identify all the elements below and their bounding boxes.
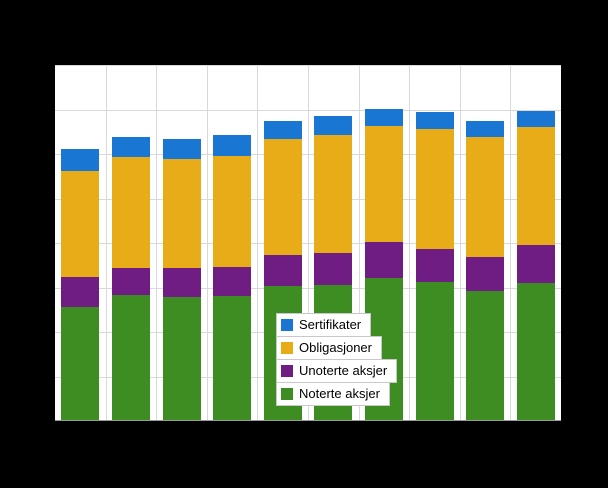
- bar-segment-obligasjoner: [466, 136, 504, 258]
- bar-segment-obligasjoner: [264, 139, 302, 255]
- legend-label: Obligasjoner: [299, 340, 372, 355]
- bar-segment-noterte-aksjer: [213, 295, 251, 420]
- bar-segment-unoterte-aksjer: [264, 254, 302, 286]
- legend-label: Sertifikater: [299, 317, 362, 332]
- bar-segment-noterte-aksjer: [61, 306, 99, 421]
- legend-swatch-icon: [281, 365, 293, 377]
- gridline-vertical: [308, 65, 309, 421]
- bar-segment-obligasjoner: [314, 134, 352, 253]
- bar-segment-unoterte-aksjer: [112, 267, 150, 295]
- bar-segment-noterte-aksjer: [163, 296, 201, 420]
- bar-segment-unoterte-aksjer: [314, 252, 352, 285]
- stacked-bar: [416, 112, 454, 421]
- bar-segment-noterte-aksjer: [517, 282, 555, 420]
- bar-segment-noterte-aksjer: [112, 294, 150, 421]
- stacked-bar: [213, 135, 251, 420]
- legend-swatch-icon: [281, 319, 293, 331]
- bar-segment-obligasjoner: [112, 157, 150, 268]
- gridline-vertical: [207, 65, 208, 421]
- legend-item-obligasjoner: Obligasjoner: [276, 336, 382, 360]
- legend-item-noterte-aksjer: Noterte aksjer: [276, 382, 390, 406]
- bar-segment-sertifikater: [213, 135, 251, 157]
- bar-segment-unoterte-aksjer: [213, 266, 251, 296]
- bar-segment-sertifikater: [517, 111, 555, 128]
- bar-segment-sertifikater: [61, 149, 99, 172]
- gridline-vertical: [510, 65, 511, 421]
- bar-segment-unoterte-aksjer: [517, 244, 555, 283]
- x-axis-line: [55, 420, 561, 421]
- legend: Sertifikater Obligasjoner Unoterte aksjer N…: [276, 313, 398, 406]
- bar-segment-noterte-aksjer: [416, 281, 454, 421]
- gridline-vertical: [409, 65, 410, 421]
- bar-segment-unoterte-aksjer: [163, 267, 201, 297]
- legend-item-sertifikater: Sertifikater: [276, 313, 372, 337]
- legend-label: Unoterte aksjer: [299, 363, 388, 378]
- bar-segment-obligasjoner: [517, 127, 555, 245]
- bar-segment-sertifikater: [416, 112, 454, 130]
- bar-segment-sertifikater: [163, 139, 201, 160]
- gridline-vertical: [257, 65, 258, 421]
- gridline-vertical: [156, 65, 157, 421]
- bar-segment-unoterte-aksjer: [61, 276, 99, 307]
- bar-segment-obligasjoner: [365, 126, 403, 242]
- bars-layer: [55, 65, 561, 421]
- bar-segment-obligasjoner: [213, 156, 251, 267]
- bar-segment-unoterte-aksjer: [416, 249, 454, 282]
- bar-segment-unoterte-aksjer: [365, 241, 403, 278]
- stacked-bar: [517, 111, 555, 420]
- stacked-bar: [163, 139, 201, 420]
- legend-swatch-icon: [281, 388, 293, 400]
- bar-segment-sertifikater: [112, 137, 150, 158]
- bar-segment-noterte-aksjer: [466, 291, 504, 420]
- bar-segment-sertifikater: [466, 120, 504, 137]
- bar-segment-obligasjoner: [416, 129, 454, 250]
- legend-label: Noterte aksjer: [299, 386, 380, 401]
- gridline-vertical: [106, 65, 107, 421]
- bar-segment-obligasjoner: [163, 159, 201, 268]
- stacked-bar: [61, 149, 99, 421]
- bar-segment-sertifikater: [314, 116, 352, 135]
- legend-swatch-icon: [281, 342, 293, 354]
- bar-segment-unoterte-aksjer: [466, 257, 504, 292]
- bar-segment-obligasjoner: [61, 171, 99, 277]
- stacked-bar: [112, 137, 150, 421]
- bar-segment-sertifikater: [264, 121, 302, 140]
- plot-area: Sertifikater Obligasjoner Unoterte aksjer N…: [55, 65, 561, 421]
- legend-item-unoterte-aksjer: Unoterte aksjer: [276, 359, 398, 383]
- stacked-bar: [466, 120, 504, 420]
- bar-segment-sertifikater: [365, 109, 403, 127]
- gridline-vertical: [460, 65, 461, 421]
- gridline-vertical: [359, 65, 360, 421]
